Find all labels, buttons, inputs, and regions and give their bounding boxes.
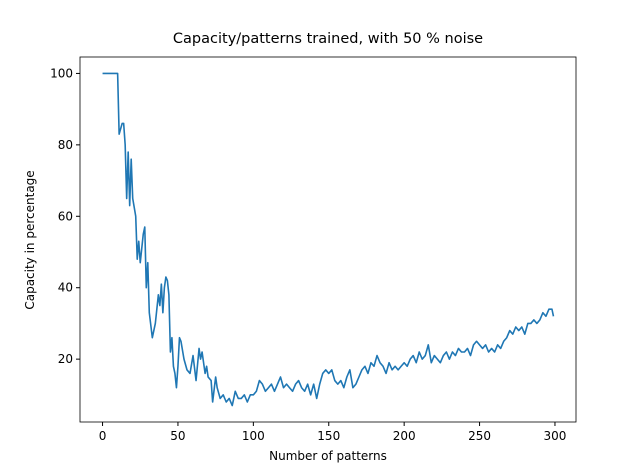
plot-frame <box>79 56 577 423</box>
y-axis-label: Capacity in percentage <box>23 170 37 309</box>
x-tick-label: 250 <box>468 429 491 443</box>
y-tick-label: 100 <box>50 66 73 80</box>
x-tick-label: 0 <box>99 429 107 443</box>
y-tick-label: 40 <box>58 281 73 295</box>
chart-title: Capacity/patterns trained, with 50 % noi… <box>173 31 483 47</box>
x-tick-label: 50 <box>170 429 185 443</box>
x-tick-label: 100 <box>242 429 265 443</box>
line-series <box>102 72 555 407</box>
x-tick-label: 150 <box>317 429 340 443</box>
x-tick-label: 300 <box>544 429 567 443</box>
y-tick-label: 80 <box>58 138 73 152</box>
y-tick-label: 20 <box>58 352 73 366</box>
y-tick-label: 60 <box>58 209 73 223</box>
x-tick-label: 200 <box>393 429 416 443</box>
x-axis-label: Number of patterns <box>269 449 387 463</box>
